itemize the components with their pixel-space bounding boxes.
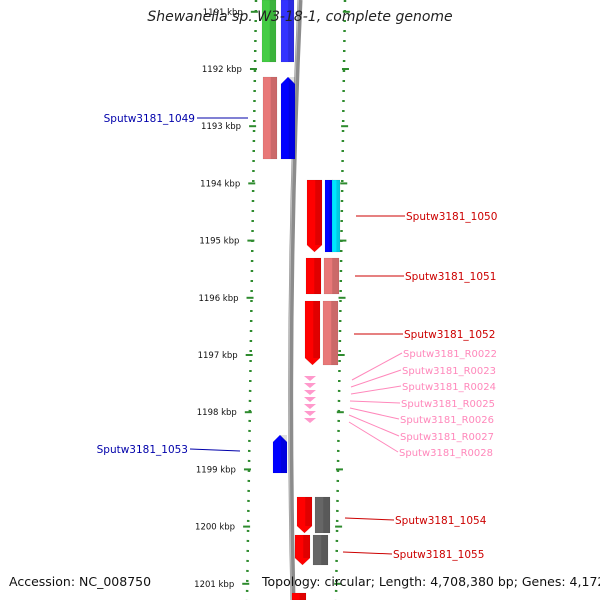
feature-partial-red [291,592,307,600]
feature-rna-arrow [304,397,316,402]
feature-sputw3181-1051 [305,257,322,295]
feature-partial-red-shade [299,593,306,600]
feature-blue-block-shade [288,0,294,62]
feature-sputw3181-1055 [294,534,311,566]
gene-label: Sputw3181_R0026 [400,415,494,426]
feature-sputw3181-1051-shade [314,258,321,294]
scale-label: 1191 kbp [203,8,243,18]
feature-sputw3181-1054-gray [314,496,331,534]
feature-sputw3181-1054-shade [305,497,312,526]
feature-sputw3181-1049-pink-shade [270,77,277,159]
gene-label: Sputw3181_R0024 [402,382,496,393]
feature-sputw3181-1049 [280,76,296,160]
topology-text: Topology: circular; Length: 4,708,380 bp… [262,574,600,589]
feature-rna-arrow [304,404,316,409]
right-tick-ring [334,0,347,600]
gene-label-leader [349,400,401,404]
feature-sputw3181-1052-shade [313,301,320,358]
feature-sputw3181-1050-cyan-shade [336,180,340,252]
scale-label: 1193 kbp [201,122,241,132]
gene-label: Sputw3181_1052 [404,329,495,341]
feature-sputw3181-1050-cyan [331,179,341,253]
feature-rna-arrow [304,411,316,416]
feature-sputw3181-1049-pink [262,76,278,160]
scale-label: 1197 kbp [198,351,238,361]
gene-label-leader [348,421,399,453]
gene-label: Sputw3181_R0022 [403,349,497,360]
feature-green-block-shade [269,0,276,62]
gene-label: Sputw3181_R0028 [399,448,493,459]
feature-sputw3181-1050-shade [315,180,322,245]
scale-label: 1194 kbp [200,179,240,189]
gene-label: Sputw3181_R0027 [400,432,494,443]
feature-rna-arrow [304,390,316,395]
feature-sputw3181-1052 [304,300,321,366]
feature-sputw3181-1054-gray-shade [323,497,330,533]
gene-label-leader [189,448,241,452]
gene-label: Sputw3181_1050 [406,211,497,223]
accession-text: Accession: NC_008750 [9,574,152,589]
feature-sputw3181-1054 [296,496,313,534]
gene-label: Sputw3181_1053 [97,444,188,456]
scale-label: 1198 kbp [197,408,237,418]
feature-blue-block [280,0,295,63]
scale-label: 1195 kbp [199,237,239,247]
genome-backbone [288,0,303,600]
gene-label-leader [349,407,400,420]
gene-label-leader [348,414,400,437]
feature-sputw3181-1055-shade [303,535,310,558]
feature-sputw3181-1051-pink [323,257,340,295]
feature-sputw3181-1053-shade [280,435,287,473]
feature-sputw3181-1053 [272,434,288,474]
feature-sputw3181-1049-shade [288,77,295,159]
feature-rna-arrow [304,376,316,381]
gene-label-leader [344,517,395,521]
feature-sputw3181-1050 [306,179,323,253]
scale-label: 1192 kbp [202,65,242,75]
scale-label: 1196 kbp [198,294,238,304]
feature-green-block [261,0,277,63]
gene-label: Sputw3181_1051 [405,271,496,283]
left-tick-ring [245,0,258,600]
scale-label: 1199 kbp [196,465,236,475]
feature-sputw3181-1055-gray [312,534,329,566]
scale-label: 1201 kbp [194,580,234,590]
gene-label: Sputw3181_1054 [395,515,487,527]
feature-rna-arrow [304,418,316,423]
gene-label: Sputw3181_1049 [104,113,195,125]
feature-sputw3181-1050-blue-shade [329,180,333,252]
feature-sputw3181-1052-pink-shade [331,301,338,365]
feature-sputw3181-1051-pink-shade [332,258,339,294]
feature-sputw3181-1052-pink [322,300,339,366]
gene-label-leader [342,551,393,555]
gene-label-leader [351,352,403,381]
gene-label: Sputw3181_R0025 [401,399,495,410]
gene-label-leader [350,369,402,388]
scale-label: 1200 kbp [195,523,235,533]
feature-rna-arrow [304,383,316,388]
feature-sputw3181-1055-gray-shade [321,535,328,565]
gene-label: Sputw3181_1055 [393,549,484,561]
gene-label: Sputw3181_R0023 [402,366,496,377]
gene-label-leader [350,385,402,395]
map-title: Shewanella sp. W3-18-1, complete genome [147,9,453,25]
